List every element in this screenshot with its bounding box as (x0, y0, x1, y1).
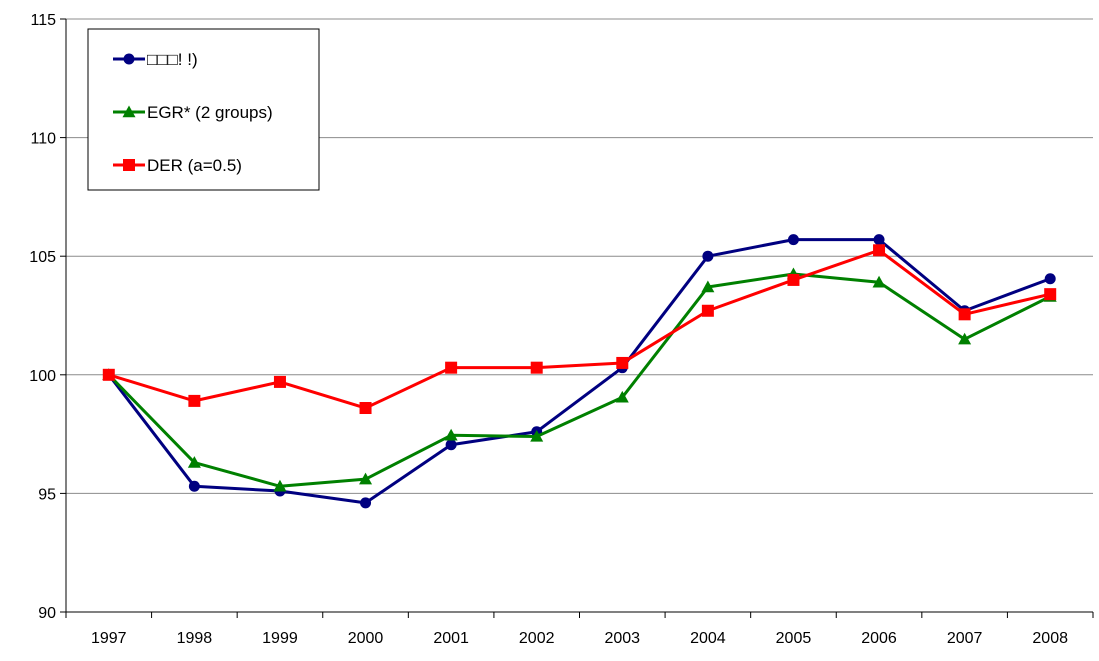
x-tick-label: 2007 (947, 630, 983, 647)
data-point (787, 234, 799, 246)
data-point (958, 332, 972, 345)
data-point (701, 304, 714, 317)
data-point (445, 361, 458, 374)
data-point (1044, 288, 1057, 301)
data-point (187, 456, 201, 468)
x-tick-label: 1997 (91, 630, 127, 647)
data-point (360, 497, 372, 509)
data-point (616, 356, 629, 369)
y-tick-label: 90 (38, 605, 56, 622)
y-tick-label: 110 (30, 131, 56, 148)
x-tick-label: 2006 (861, 630, 897, 647)
data-point (188, 480, 200, 492)
x-tick-label: 2002 (519, 630, 555, 647)
series-line (107, 238, 1051, 505)
legend: □□□! !) EGR* (2 groups) DER (a=0.5) (87, 28, 320, 191)
x-tick-label: 2000 (348, 630, 384, 647)
y-tick-label: 100 (29, 368, 56, 385)
x-tick-label: 2003 (604, 630, 640, 647)
x-tick-label: 2004 (690, 630, 726, 647)
y-tick-label: 105 (29, 249, 56, 266)
x-tick-label: 1999 (262, 630, 298, 647)
legend-marker (122, 105, 136, 118)
data-point (530, 361, 543, 374)
axes: 90 95 100 105 110 115 1997 1998 1999 2000 2001 2002… (29, 12, 1094, 647)
y-tick-label: 95 (38, 486, 56, 503)
series-lines (102, 234, 1057, 509)
data-point (359, 472, 373, 485)
series-2 (102, 267, 1057, 492)
legend-item: DER (a=0.5) (113, 156, 242, 175)
series-line (108, 248, 1051, 410)
series-3 (102, 244, 1057, 415)
data-point (701, 280, 715, 293)
series-line (107, 272, 1051, 488)
data-point (702, 250, 714, 262)
data-point (273, 375, 286, 388)
legend-item: □□□! !) (113, 50, 198, 69)
x-tick-label: 2005 (776, 630, 812, 647)
series-1 (103, 234, 1056, 509)
data-point (444, 428, 458, 441)
legend-label: DER (a=0.5) (147, 156, 242, 175)
data-point (530, 429, 544, 442)
data-point (359, 402, 372, 415)
legend-label: EGR* (2 groups) (147, 103, 273, 122)
data-point (872, 275, 886, 288)
data-point (873, 244, 886, 257)
data-point (273, 479, 287, 492)
data-point (445, 439, 457, 451)
data-point (958, 308, 971, 321)
y-tick-label: 115 (30, 12, 56, 29)
data-point (873, 234, 885, 246)
x-tick-label: 2008 (1032, 630, 1068, 647)
legend-label: □□□! !) (147, 50, 198, 69)
data-point (787, 273, 800, 286)
data-point (188, 394, 201, 407)
data-point (102, 368, 115, 381)
legend-item: EGR* (2 groups) (113, 103, 273, 122)
legend-marker (123, 159, 135, 171)
x-tick-label: 2001 (433, 630, 469, 647)
data-point (1044, 273, 1056, 285)
data-point (615, 390, 629, 403)
x-tick-label: 1998 (177, 630, 213, 647)
legend-marker (123, 53, 135, 65)
